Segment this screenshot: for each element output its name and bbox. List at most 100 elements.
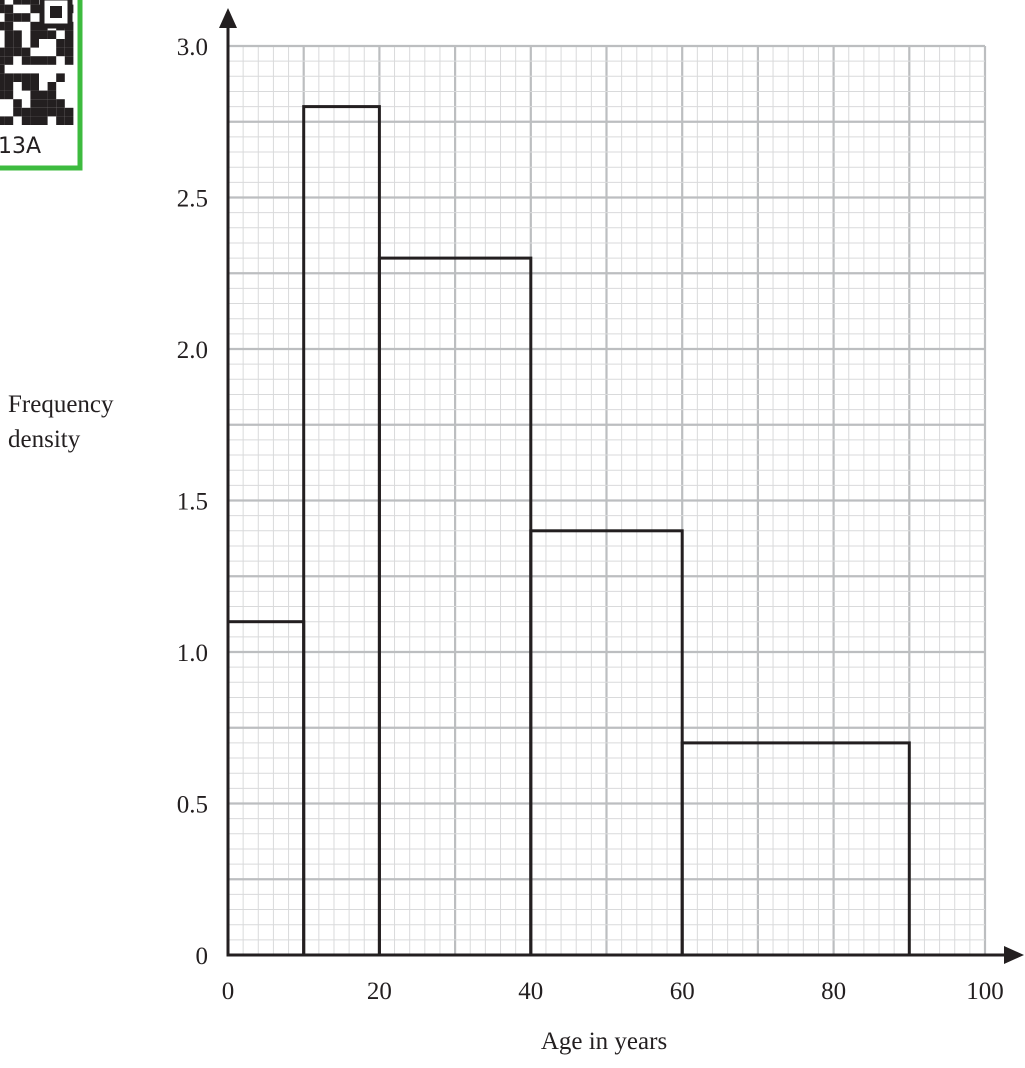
qr-module [30, 21, 39, 31]
x-tick-label: 80 [821, 978, 846, 1005]
qr-module [56, 107, 65, 117]
qr-module [21, 73, 31, 82]
qr-code-label-bg [0, 128, 76, 164]
qr-module [21, 13, 31, 22]
qr-module [21, 47, 31, 57]
qr-module [30, 56, 39, 65]
qr-module [0, 116, 5, 125]
qr-module [13, 13, 22, 22]
qr-module [0, 82, 5, 91]
qr-module [21, 0, 31, 5]
qr-module [30, 90, 39, 100]
qr-module [4, 47, 14, 57]
qr-module [13, 47, 22, 57]
x-tick-labels: 0 20 40 60 80 100 [222, 978, 1004, 1005]
qr-module [0, 56, 5, 65]
qr-module [64, 116, 74, 125]
qr-badge[interactable]: 13A [0, 0, 83, 171]
x-axis-arrow-icon [1004, 946, 1024, 964]
qr-module [0, 0, 5, 5]
qr-module [4, 13, 14, 22]
qr-module [30, 116, 39, 125]
qr-module [47, 30, 57, 39]
qr-module [39, 30, 48, 39]
qr-module [30, 107, 39, 117]
qr-module [0, 21, 5, 31]
qr-module [4, 90, 14, 100]
qr-finder-ring [39, 0, 73, 29]
qr-module [4, 56, 14, 65]
qr-module [30, 82, 39, 91]
x-tick-label: 60 [670, 978, 695, 1005]
qr-module [13, 99, 22, 108]
y-tick-label: 3.0 [177, 34, 208, 61]
qr-module [13, 39, 22, 48]
y-axis-label-line-2: density [8, 426, 81, 453]
qr-module [21, 56, 31, 65]
qr-module [0, 47, 5, 57]
qr-module [47, 90, 57, 100]
x-tick-label: 0 [222, 978, 235, 1005]
qr-module [13, 107, 22, 117]
qr-module [21, 107, 31, 117]
qr-finder-center [50, 6, 62, 18]
qr-module [47, 107, 57, 117]
qr-module [21, 82, 31, 91]
qr-module [0, 73, 5, 82]
qr-module [39, 56, 48, 65]
qr-module [56, 39, 65, 48]
qr-module [21, 116, 31, 125]
qr-module [39, 116, 48, 125]
qr-module [47, 82, 57, 91]
qr-module [0, 64, 5, 74]
qr-module [39, 107, 48, 117]
y-tick-label: 1.5 [177, 489, 208, 516]
qr-module [39, 90, 48, 100]
y-tick-label: 0 [196, 943, 209, 970]
qr-module [4, 39, 14, 48]
grid [226, 44, 987, 957]
qr-module [4, 30, 14, 39]
qr-module [13, 73, 22, 82]
y-tick-label: 1.0 [177, 640, 208, 667]
y-tick-label: 0.5 [177, 792, 208, 819]
qr-module [56, 99, 65, 108]
qr-module [30, 4, 39, 14]
qr-module [4, 116, 14, 125]
qr-module [47, 56, 57, 65]
y-tick-label: 2.5 [177, 186, 208, 213]
qr-module [64, 30, 74, 39]
x-tick-label: 100 [966, 978, 1004, 1005]
qr-module [13, 0, 22, 5]
qr-module [47, 99, 57, 108]
qr-module [4, 21, 14, 31]
y-axis-label: Frequency density [8, 391, 120, 453]
qr-module [30, 73, 39, 82]
qr-module [56, 73, 65, 82]
y-axis-arrow-icon [219, 8, 237, 28]
qr-module [0, 4, 5, 14]
qr-module [56, 116, 65, 125]
qr-module [4, 73, 14, 82]
qr-module [4, 82, 14, 91]
x-tick-label: 40 [518, 978, 543, 1005]
qr-module [30, 99, 39, 108]
x-tick-label: 20 [367, 978, 392, 1005]
qr-module [4, 4, 14, 14]
qr-module [56, 47, 65, 57]
qr-code-icon [0, 0, 76, 164]
y-axis-label-line-1: Frequency [8, 391, 114, 418]
qr-module [30, 30, 39, 39]
y-tick-labels: 0 0.5 1.0 1.5 2.0 2.5 3.0 [177, 34, 208, 970]
qr-badge-code: 13A [0, 134, 41, 159]
qr-module [64, 47, 74, 57]
x-axis-label: Age in years [541, 1028, 667, 1055]
qr-module [64, 107, 74, 117]
qr-module [39, 99, 48, 108]
y-tick-label: 2.0 [177, 337, 208, 364]
qr-module [64, 39, 74, 48]
qr-module [30, 0, 39, 5]
axes [219, 8, 1024, 964]
qr-module [64, 56, 74, 65]
